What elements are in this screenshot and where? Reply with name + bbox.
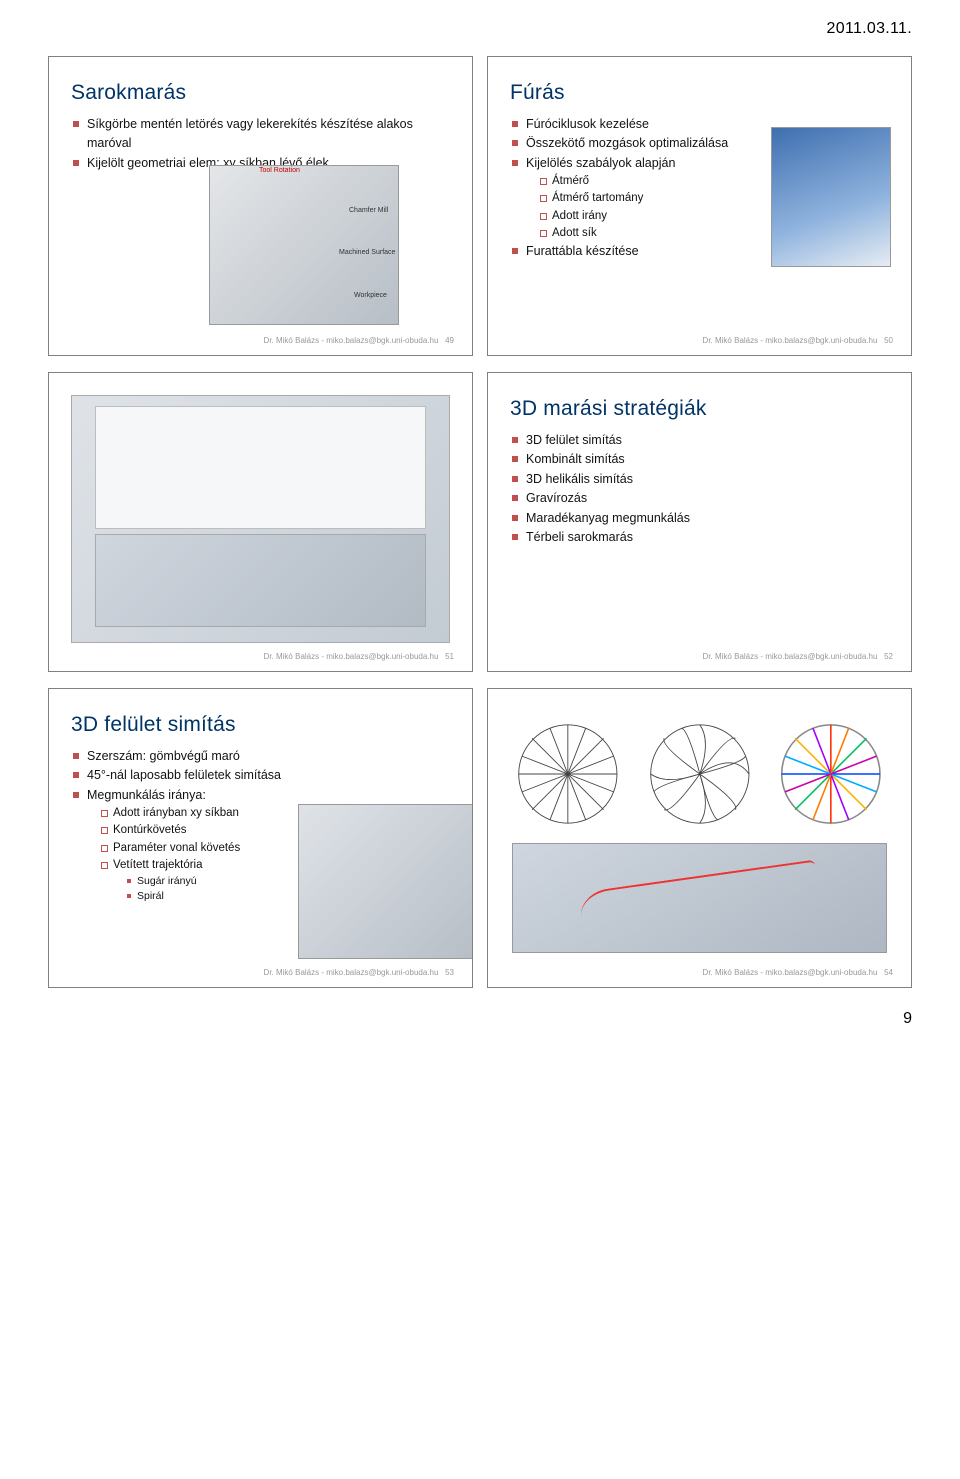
bullet-list: 3D felület simítás Kombinált simítás 3D … xyxy=(510,431,889,547)
list-item: Szerszám: gömbvégű maró xyxy=(73,747,450,766)
header-date: 2011.03.11. xyxy=(48,20,912,38)
slide-title: Fúrás xyxy=(510,81,889,105)
slide-screenshot: Dr. Mikó Balázs - miko.balazs@bgk.uni-ob… xyxy=(48,372,473,672)
slide-grid: Sarokmarás Síkgörbe mentén letörés vagy … xyxy=(48,56,912,988)
slide-footer: Dr. Mikó Balázs - miko.balazs@bgk.uni-ob… xyxy=(264,336,454,345)
diagram-label: Machined Surface xyxy=(339,249,395,256)
surface-diagram xyxy=(512,843,887,953)
screenshot-bottom-pane xyxy=(95,534,427,627)
list-item: Maradékanyag megmunkálás xyxy=(512,509,889,528)
list-item: Síkgörbe mentén letörés vagy lekerekítés… xyxy=(73,115,450,154)
diagram-chamfer-mill xyxy=(209,165,399,325)
slide-footer: Dr. Mikó Balázs - miko.balazs@bgk.uni-ob… xyxy=(264,652,454,661)
list-item: Gravírozás xyxy=(512,489,889,508)
radial-diagram-color xyxy=(775,709,887,839)
slide-number: 53 xyxy=(445,968,454,977)
footer-author: Dr. Mikó Balázs - miko.balazs@bgk.uni-ob… xyxy=(264,336,439,345)
slide-footer: Dr. Mikó Balázs - miko.balazs@bgk.uni-ob… xyxy=(703,652,893,661)
slide-sarokmaras: Sarokmarás Síkgörbe mentén letörés vagy … xyxy=(48,56,473,356)
slide-footer: Dr. Mikó Balázs - miko.balazs@bgk.uni-ob… xyxy=(703,968,893,977)
screenshot-placeholder xyxy=(71,395,450,643)
footer-author: Dr. Mikó Balázs - miko.balazs@bgk.uni-ob… xyxy=(703,968,878,977)
slide-number: 49 xyxy=(445,336,454,345)
top-diagrams xyxy=(512,709,887,839)
list-item: 3D felület simítás xyxy=(512,431,889,450)
slide-number: 50 xyxy=(884,336,893,345)
list-item-label: Kijelölés szabályok alapján xyxy=(526,156,675,170)
list-item-label: Megmunkálás iránya: xyxy=(87,788,206,802)
list-item: Kombinált simítás xyxy=(512,450,889,469)
list-item: 3D helikális simítás xyxy=(512,470,889,489)
radial-diagram-1 xyxy=(512,709,624,839)
list-item-label: Vetített trajektória xyxy=(113,859,203,871)
slide-number: 52 xyxy=(884,652,893,661)
list-item: 45°-nál laposabb felületek simítása xyxy=(73,766,450,785)
slide-footer: Dr. Mikó Balázs - miko.balazs@bgk.uni-ob… xyxy=(264,968,454,977)
footer-author: Dr. Mikó Balázs - miko.balazs@bgk.uni-ob… xyxy=(703,652,878,661)
footer-author: Dr. Mikó Balázs - miko.balazs@bgk.uni-ob… xyxy=(264,652,439,661)
slide-3d-simitas: 3D felület simítás Szerszám: gömbvégű ma… xyxy=(48,688,473,988)
slide-title: 3D marási stratégiák xyxy=(510,397,889,421)
slide-title: Sarokmarás xyxy=(71,81,450,105)
screenshot-top-pane xyxy=(95,406,427,529)
slide-footer: Dr. Mikó Balázs - miko.balazs@bgk.uni-ob… xyxy=(703,336,893,345)
page-number: 9 xyxy=(48,1010,912,1028)
footer-author: Dr. Mikó Balázs - miko.balazs@bgk.uni-ob… xyxy=(264,968,439,977)
diagram-wrap xyxy=(502,703,897,959)
image-ballend xyxy=(298,804,473,959)
diagram-label: Workpiece xyxy=(354,292,387,299)
slide-trajectories: Dr. Mikó Balázs - miko.balazs@bgk.uni-ob… xyxy=(487,688,912,988)
footer-author: Dr. Mikó Balázs - miko.balazs@bgk.uni-ob… xyxy=(703,336,878,345)
diagram-label: Chamfer Mill xyxy=(349,207,388,214)
image-drill xyxy=(771,127,891,267)
slide-title: 3D felület simítás xyxy=(71,713,450,737)
list-item: Térbeli sarokmarás xyxy=(512,528,889,547)
diagram-label: Tool Rotation xyxy=(259,167,300,174)
radial-diagram-2 xyxy=(644,709,756,839)
slide-number: 51 xyxy=(445,652,454,661)
slide-number: 54 xyxy=(884,968,893,977)
toolpath-overlay xyxy=(578,860,821,942)
slide-3d-strategiak: 3D marási stratégiák 3D felület simítás … xyxy=(487,372,912,672)
slide-furas: Fúrás Fúróciklusok kezelése Összekötő mo… xyxy=(487,56,912,356)
